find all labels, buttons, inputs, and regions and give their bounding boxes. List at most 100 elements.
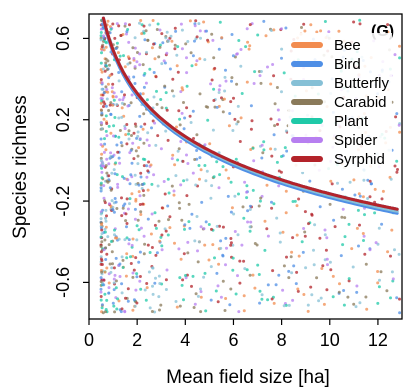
scatter-point <box>219 246 223 250</box>
scatter-point <box>232 96 235 100</box>
scatter-point <box>128 23 131 27</box>
scatter-point <box>165 51 169 55</box>
scatter-point <box>149 232 153 236</box>
scatter-point <box>141 202 145 206</box>
scatter-point <box>138 21 141 25</box>
scatter-point <box>181 159 185 163</box>
scatter-point <box>99 61 103 65</box>
scatter-point <box>192 306 196 309</box>
scatter-point <box>101 93 105 97</box>
scatter-point <box>165 30 169 34</box>
scatter-point <box>202 20 206 24</box>
scatter-point <box>154 143 158 147</box>
scatter-point <box>114 200 118 204</box>
scatter-point <box>204 309 208 313</box>
scatter-point <box>161 41 165 45</box>
scatter-point <box>255 243 259 247</box>
scatter-point <box>176 149 180 153</box>
scatter-point <box>361 232 365 235</box>
scatter-point <box>115 143 119 147</box>
scatter-point <box>284 211 288 215</box>
scatter-point <box>338 282 341 286</box>
scatter-point <box>188 226 192 230</box>
scatter-point <box>136 134 140 138</box>
scatter-point <box>207 258 211 262</box>
scatter-point <box>271 269 275 273</box>
scatter-point <box>112 281 116 285</box>
scatter-point <box>146 217 150 221</box>
scatter-point <box>170 39 174 43</box>
scatter-point <box>221 165 225 169</box>
scatter-point <box>100 70 104 74</box>
scatter-point <box>99 217 103 221</box>
scatter-point <box>173 43 177 47</box>
scatter-point <box>127 40 131 44</box>
scatter-point <box>102 34 106 38</box>
scatter-point <box>109 151 113 155</box>
scatter-point <box>239 48 243 51</box>
scatter-point <box>125 222 129 225</box>
scatter-point <box>242 294 246 298</box>
scatter-point <box>342 303 346 307</box>
scatter-point <box>180 283 184 287</box>
scatter-point <box>99 287 103 291</box>
scatter-point <box>220 36 224 40</box>
scatter-point <box>117 135 121 139</box>
scatter-point <box>104 61 108 65</box>
scatter-point <box>357 244 360 248</box>
scatter-point <box>155 102 159 106</box>
scatter-point <box>107 202 111 206</box>
scatter-point <box>319 29 323 33</box>
scatter-point <box>107 162 111 166</box>
scatter-point <box>157 295 161 299</box>
scatter-point <box>154 253 158 257</box>
scatter-point <box>167 191 171 195</box>
scatter-point <box>393 53 397 57</box>
scatter-point <box>152 42 156 46</box>
scatter-point <box>142 193 146 197</box>
scatter-point <box>179 257 183 261</box>
scatter-point <box>168 226 172 230</box>
scatter-point <box>135 224 139 228</box>
scatter-point <box>195 35 199 39</box>
scatter-point <box>296 289 300 293</box>
scatter-point <box>343 235 347 239</box>
scatter-point <box>111 94 115 98</box>
scatter-point <box>111 155 115 159</box>
scatter-point <box>296 287 300 291</box>
scatter-point <box>130 134 133 137</box>
scatter-point <box>217 47 221 51</box>
scatter-point <box>145 164 149 168</box>
scatter-point <box>197 22 201 26</box>
scatter-point <box>142 164 146 168</box>
scatter-point <box>104 57 108 61</box>
scatter-point <box>156 184 160 188</box>
scatter-point <box>355 226 359 230</box>
scatter-point <box>147 144 151 147</box>
scatter-point <box>245 268 249 272</box>
scatter-point <box>138 114 142 118</box>
scatter-point <box>325 257 329 261</box>
scatter-point <box>273 147 277 151</box>
scatter-point <box>214 289 218 293</box>
scatter-point <box>144 298 148 302</box>
legend-label: Carabid <box>334 94 387 111</box>
scatter-point <box>186 240 190 244</box>
scatter-point <box>109 188 113 192</box>
scatter-point <box>130 93 134 97</box>
scatter-point <box>171 153 175 157</box>
scatter-point <box>192 137 195 140</box>
scatter-point <box>143 38 147 42</box>
scatter-point <box>248 225 252 229</box>
scatter-point <box>152 95 156 99</box>
scatter-point <box>337 290 341 294</box>
scatter-point <box>202 275 206 279</box>
scatter-point <box>117 156 121 160</box>
scatter-point <box>126 207 130 211</box>
scatter-point <box>102 150 106 154</box>
scatter-point <box>232 212 236 216</box>
scatter-point <box>180 218 184 222</box>
scatter-point <box>337 29 341 33</box>
scatter-point <box>198 156 202 160</box>
scatter-point <box>366 197 370 200</box>
